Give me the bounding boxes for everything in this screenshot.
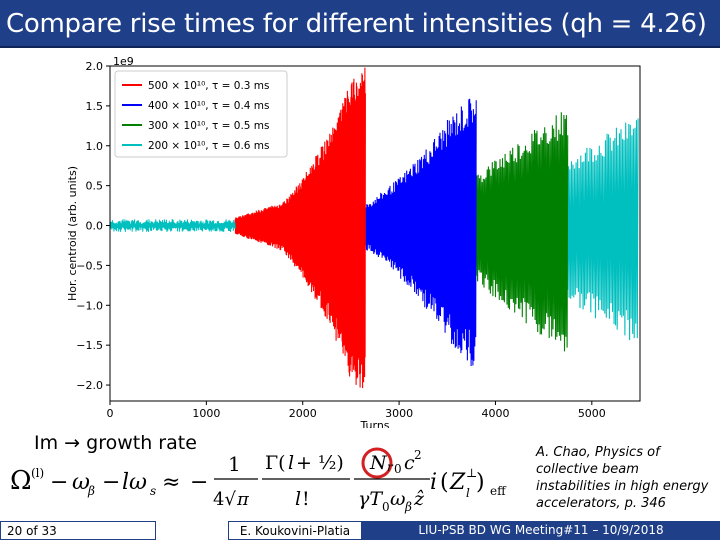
im-text: Im	[34, 432, 59, 454]
svg-text:lω: lω	[122, 470, 147, 495]
x-tick-label: 3000	[385, 407, 413, 420]
x-tick-label: 1000	[192, 407, 220, 420]
svg-text:β: β	[87, 484, 95, 498]
svg-text:!: !	[302, 488, 310, 510]
svg-text:(: (	[440, 470, 449, 495]
y-tick-label: 0.5	[86, 180, 104, 193]
svg-text:eff: eff	[490, 484, 507, 498]
svg-text:Z: Z	[449, 470, 466, 495]
svg-text:Γ(: Γ(	[265, 452, 286, 474]
svg-text:Ω: Ω	[10, 466, 32, 496]
y-tick-label: 1.5	[86, 100, 104, 113]
reference-note: A. Chao, Physics of collective beam inst…	[536, 444, 716, 512]
legend-entry: 200 × 10¹⁰, τ = 0.6 ms	[148, 140, 270, 152]
legend-entry: 400 × 10¹⁰, τ = 0.4 ms	[148, 100, 270, 112]
slide-title: Compare rise times for different intensi…	[6, 9, 707, 39]
y-tick-label: −1.5	[76, 339, 103, 352]
svg-text:): )	[476, 470, 485, 495]
reference-line: A. Chao, Physics of	[536, 445, 660, 460]
svg-text:N: N	[369, 452, 388, 474]
y-tick-label: −0.5	[76, 259, 103, 272]
svg-text:r: r	[387, 460, 394, 474]
y-tick-label: −1.0	[76, 299, 103, 312]
initial-noise-line	[109, 219, 236, 232]
title-bar: Compare rise times for different intensi…	[0, 0, 720, 48]
x-tick-label: 4000	[481, 407, 509, 420]
svg-text:β: β	[404, 500, 412, 514]
growth-rate-text: growth rate	[86, 432, 197, 454]
x-tick-label: 0	[107, 407, 114, 420]
legend-box	[114, 70, 288, 158]
svg-text:c: c	[404, 452, 415, 474]
highlight-circle	[361, 447, 393, 479]
y-scale-label: 1e9	[113, 56, 134, 68]
reference-line: instabilities in high energy	[536, 479, 709, 494]
y-tick-label: −2.0	[76, 379, 103, 392]
footer-meeting: LIU-PSB BD WG Meeting#11 – 10/9/2018	[362, 521, 720, 540]
svg-text:1: 1	[228, 452, 241, 476]
arrow-right-icon: →	[64, 432, 81, 454]
footer-author: E. Koukovini-Platia	[228, 521, 362, 540]
legend-entry: 300 × 10¹⁰, τ = 0.5 ms	[148, 120, 270, 132]
growth-rate-label: Im → growth rate	[34, 432, 197, 454]
svg-text:≈: ≈	[162, 470, 180, 495]
rise-time-chart: 0 1000 2000 3000 4000 5000 −2.0 −1.5 −1.0 −0.5 0.0…	[66, 56, 641, 428]
y-tick-label: 2.0	[86, 60, 104, 73]
y-axis-label: Hor. centroid (arb. units)	[66, 166, 79, 301]
svg-text:−: −	[190, 470, 208, 495]
svg-text:l: l	[466, 486, 470, 500]
svg-text:⊥: ⊥	[466, 466, 477, 480]
x-tick-label: 2000	[289, 407, 317, 420]
x-axis-label: Turns	[359, 419, 389, 428]
legend: 500 × 10¹⁰, τ = 0.3 ms 400 × 10¹⁰, τ = 0.…	[114, 70, 288, 158]
svg-text:π: π	[236, 489, 250, 510]
reference-line: collective beam	[536, 462, 639, 477]
svg-text:(l): (l)	[31, 466, 44, 480]
y-tick-label: 0.0	[86, 220, 104, 233]
series-line	[234, 67, 366, 389]
svg-text:i: i	[430, 470, 437, 495]
svg-text:ω: ω	[390, 488, 406, 510]
svg-text:ẑ: ẑ	[413, 488, 425, 510]
svg-text:+ ½): + ½)	[296, 452, 344, 474]
svg-text:l: l	[288, 452, 294, 474]
svg-text:l: l	[295, 488, 301, 510]
growth-rate-formula: Ω (l) − ω β − lω s ≈ − 1 4√ π Γ( l + ½) …	[10, 447, 507, 514]
svg-text:−: −	[50, 470, 68, 495]
svg-text:4√: 4√	[213, 489, 236, 510]
legend-entry: 500 × 10¹⁰, τ = 0.3 ms	[148, 80, 270, 92]
page-number: 20 of 33	[0, 521, 156, 540]
x-tick-label: 5000	[578, 407, 606, 420]
svg-text:s: s	[150, 484, 156, 498]
svg-text:−: −	[102, 470, 120, 495]
svg-text:2: 2	[414, 448, 422, 462]
svg-text:0: 0	[382, 500, 390, 514]
svg-text:ω: ω	[72, 470, 90, 495]
y-tick-label: 1.0	[86, 140, 104, 153]
svg-text:0: 0	[394, 462, 402, 476]
plot-frame	[109, 65, 641, 402]
svg-text:γT: γT	[358, 488, 383, 510]
reference-line: accelerators, p. 346	[536, 496, 666, 511]
